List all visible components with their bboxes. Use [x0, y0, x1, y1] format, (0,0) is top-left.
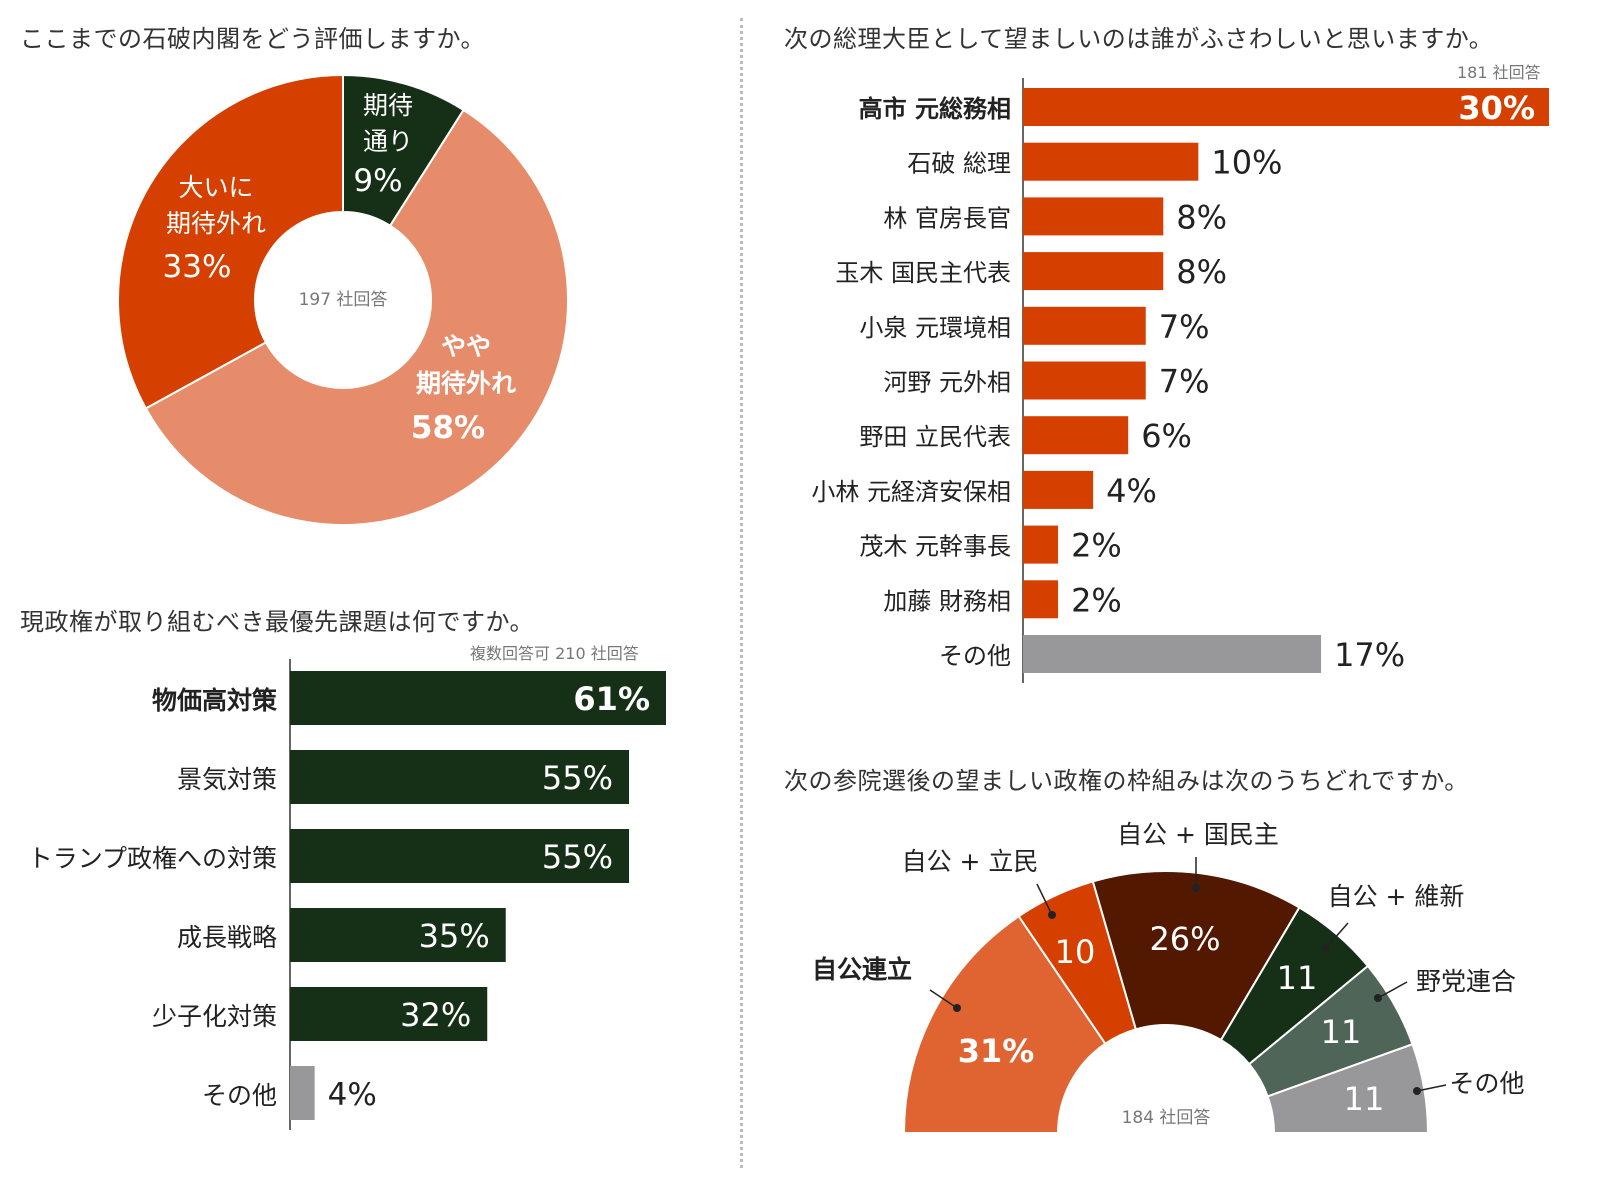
- chart2-value-label: 35%: [419, 917, 490, 955]
- slice-value: 9%: [353, 163, 402, 199]
- chart3-category-label: 河野 元外相: [883, 369, 1011, 397]
- semi-slice-2: [1091, 870, 1301, 1042]
- chart3-bar: [1023, 470, 1094, 509]
- semi-leader-dot: [953, 1004, 961, 1012]
- semi-leader-line: [1036, 883, 1053, 916]
- slice-label: 通り: [363, 127, 413, 156]
- chart2-category-label: トランプ政権への対策: [28, 844, 277, 873]
- semi-slice-label: 自公 + 国民主: [1117, 820, 1279, 849]
- donut-center-note: 197 社回答: [299, 290, 388, 310]
- semi-value-label: 26%: [1149, 920, 1220, 958]
- chart2-bar: [290, 987, 488, 1041]
- slice-label: 期待外れ: [166, 209, 266, 238]
- slice-label: やや: [441, 332, 491, 361]
- semi-center-note: 184 社回答: [1122, 1108, 1211, 1128]
- chart2-value-label: 32%: [400, 996, 471, 1034]
- chart3-bar: [1023, 252, 1164, 291]
- chart3-category-label: 高市 元総務相: [859, 95, 1011, 123]
- chart3-value-label: 2%: [1071, 581, 1122, 619]
- semi-leader-dot: [1374, 994, 1382, 1002]
- semi-leader-line: [1416, 1084, 1447, 1092]
- slice-label: 大いに: [178, 173, 253, 202]
- divider-line: [740, 18, 743, 1168]
- chart3-value-label: 8%: [1176, 253, 1227, 291]
- chart3-value-label: 17%: [1334, 636, 1405, 674]
- semi-value-label: 10: [1055, 933, 1096, 971]
- chart3-bar: [1023, 525, 1059, 564]
- donut-slice-1: [144, 108, 569, 526]
- chart3-value-label: 8%: [1176, 198, 1227, 236]
- chart4-title: 次の参院選後の望ましい政権の枠組みは次のうちどれですか。: [784, 767, 1469, 795]
- semi-slice-label: 自公連立: [812, 955, 912, 984]
- chart3-category-label: 野田 立民代表: [859, 423, 1011, 451]
- chart3-value-label: 30%: [1458, 89, 1535, 127]
- chart3-category-label: 石破 総理: [907, 150, 1011, 178]
- semi-leader-line: [1377, 981, 1408, 999]
- semi-slice-label: その他: [1449, 1069, 1524, 1098]
- semi-value-label: 11: [1344, 1080, 1385, 1118]
- chart1-title: ここまでの石破内閣をどう評価しますか。: [20, 25, 486, 53]
- semi-leader-dot: [1192, 884, 1200, 892]
- chart3-category-label: 小泉 元環境相: [859, 314, 1011, 342]
- chart3-value-label: 4%: [1106, 472, 1157, 510]
- chart2-title: 現政権が取り組むべき最優先課題は何ですか。: [20, 608, 535, 636]
- semi-leader-line: [929, 989, 958, 1009]
- chart3-category-label: 林 官房長官: [883, 204, 1011, 232]
- chart3-bar: [1023, 416, 1129, 455]
- chart3-category-label: その他: [939, 642, 1011, 670]
- semi-slice-label: 野党連合: [1416, 967, 1516, 996]
- chart2-category-label: その他: [202, 1081, 277, 1110]
- chart2-bar: [290, 671, 666, 725]
- semi-value-label: 31%: [958, 1032, 1035, 1070]
- semi-leader-line: [1325, 922, 1349, 949]
- chart3-note: 181 社回答: [1457, 63, 1541, 82]
- chart3-bar: [1023, 635, 1322, 673]
- chart2-category-label: 少子化対策: [152, 1002, 277, 1031]
- chart3-bar: [1023, 197, 1164, 236]
- chart3-bar: [1023, 306, 1146, 345]
- chart3-bar: [1023, 361, 1146, 400]
- chart3-category-label: 玉木 国民主代表: [835, 259, 1011, 287]
- chart2-note: 複数回答可 210 社回答: [470, 644, 639, 663]
- chart3-title: 次の総理大臣として望ましいのは誰がふさわしいと思いますか。: [784, 25, 1494, 53]
- slice-value: 58%: [411, 410, 485, 446]
- chart3-value-label: 7%: [1159, 308, 1210, 346]
- slice-label: 期待: [363, 91, 413, 120]
- semi-leader-dot: [1322, 944, 1330, 952]
- chart3-bar: [1023, 142, 1199, 181]
- semi-value-label: 11: [1277, 959, 1318, 997]
- chart3-value-label: 10%: [1211, 144, 1282, 182]
- chart2-value-label: 55%: [542, 838, 613, 876]
- semi-slice-label: 自公 + 立民: [902, 847, 1039, 876]
- chart2-value-label: 61%: [573, 680, 650, 718]
- chart3-bar: [1023, 580, 1059, 619]
- chart3-category-label: 茂木 元幹事長: [859, 533, 1011, 561]
- chart2-bar: [290, 908, 506, 962]
- chart2-value-label: 4%: [328, 1077, 377, 1113]
- slice-value: 33%: [163, 249, 232, 285]
- semi-leader-dot: [1413, 1087, 1421, 1095]
- slice-label: 期待外れ: [416, 369, 516, 398]
- chart2-bar: [290, 1066, 315, 1120]
- semi-slice-label: 自公 + 維新: [1328, 882, 1465, 911]
- semi-slice-5: [1266, 1042, 1430, 1134]
- chart3-category-label: 小林 元経済安保相: [811, 478, 1011, 506]
- chart2-category-label: 景気対策: [177, 765, 277, 794]
- chart2-bar: [290, 829, 630, 883]
- chart2-category-label: 成長戦略: [177, 923, 277, 952]
- chart3-value-label: 7%: [1159, 363, 1210, 401]
- chart2-value-label: 55%: [542, 759, 613, 797]
- chart2-bar: [290, 750, 630, 804]
- semi-leader-dot: [1048, 911, 1056, 919]
- chart3-value-label: 2%: [1071, 527, 1122, 565]
- chart3-category-label: 加藤 財務相: [883, 587, 1011, 615]
- donut-slice-2: [117, 73, 344, 410]
- chart2-category-label: 物価高対策: [152, 686, 278, 715]
- chart3-value-label: 6%: [1141, 417, 1192, 455]
- chart3-bar: [1023, 88, 1549, 126]
- semi-value-label: 11: [1321, 1013, 1362, 1051]
